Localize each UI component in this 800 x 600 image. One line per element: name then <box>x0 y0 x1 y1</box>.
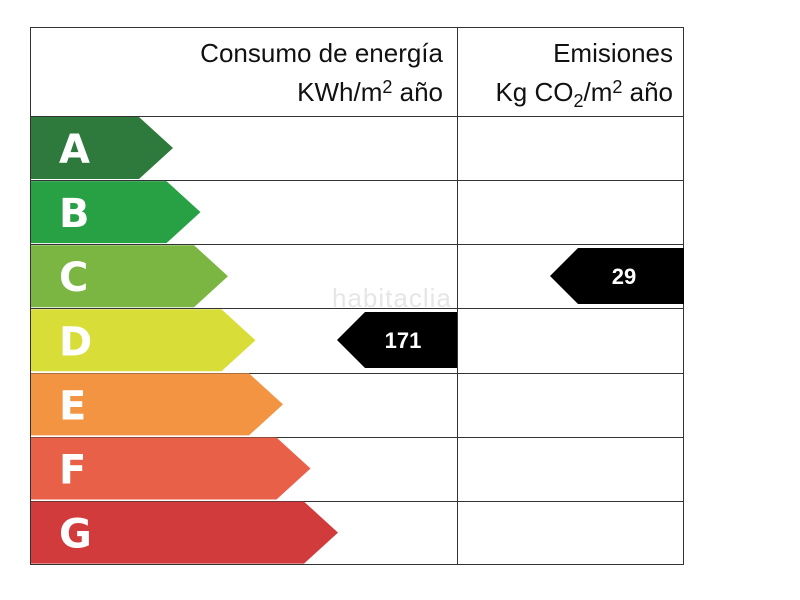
row-divider <box>31 373 683 374</box>
class-arrow-e: E <box>31 373 283 436</box>
class-letter: G <box>59 512 92 558</box>
row-divider <box>31 501 683 502</box>
emissions-header-unit: Kg CO2/m2 año <box>495 77 673 111</box>
energy-rating-value: 171 <box>385 328 422 353</box>
class-arrow-c: C <box>31 245 228 308</box>
class-arrow-g: G <box>31 501 338 564</box>
emissions-header-title: Emisiones <box>553 38 673 68</box>
class-letter: D <box>59 319 92 365</box>
row-divider <box>31 116 683 117</box>
watermark: habitaclia <box>332 283 452 313</box>
class-letter: B <box>59 191 90 237</box>
class-letter: A <box>59 127 90 173</box>
row-divider <box>31 437 683 438</box>
row-divider <box>31 180 683 181</box>
row-divider <box>31 244 683 245</box>
class-arrow-b: B <box>31 181 201 244</box>
class-arrow-d: D <box>31 309 256 372</box>
energy-consumption-header: Consumo de energía KWh/m2 año <box>31 28 443 116</box>
column-divider <box>457 28 458 564</box>
emissions-header: Emisiones Kg CO2/m2 año <box>458 28 673 116</box>
energy-header-title: Consumo de energía <box>200 38 443 68</box>
emissions-rating-badge: 29 <box>550 248 684 305</box>
energy-header-unit: KWh/m2 año <box>297 77 443 107</box>
energy-certificate-table: Consumo de energía KWh/m2 año Emisiones … <box>30 27 684 565</box>
class-arrow-a: A <box>31 117 173 179</box>
class-letter: F <box>59 448 86 494</box>
emissions-rating-value: 29 <box>612 264 636 289</box>
class-arrow-f: F <box>31 437 311 500</box>
row-divider <box>31 308 683 309</box>
class-letter: E <box>59 383 86 429</box>
energy-rating-badge: 171 <box>337 312 457 369</box>
class-letter: C <box>59 255 88 301</box>
